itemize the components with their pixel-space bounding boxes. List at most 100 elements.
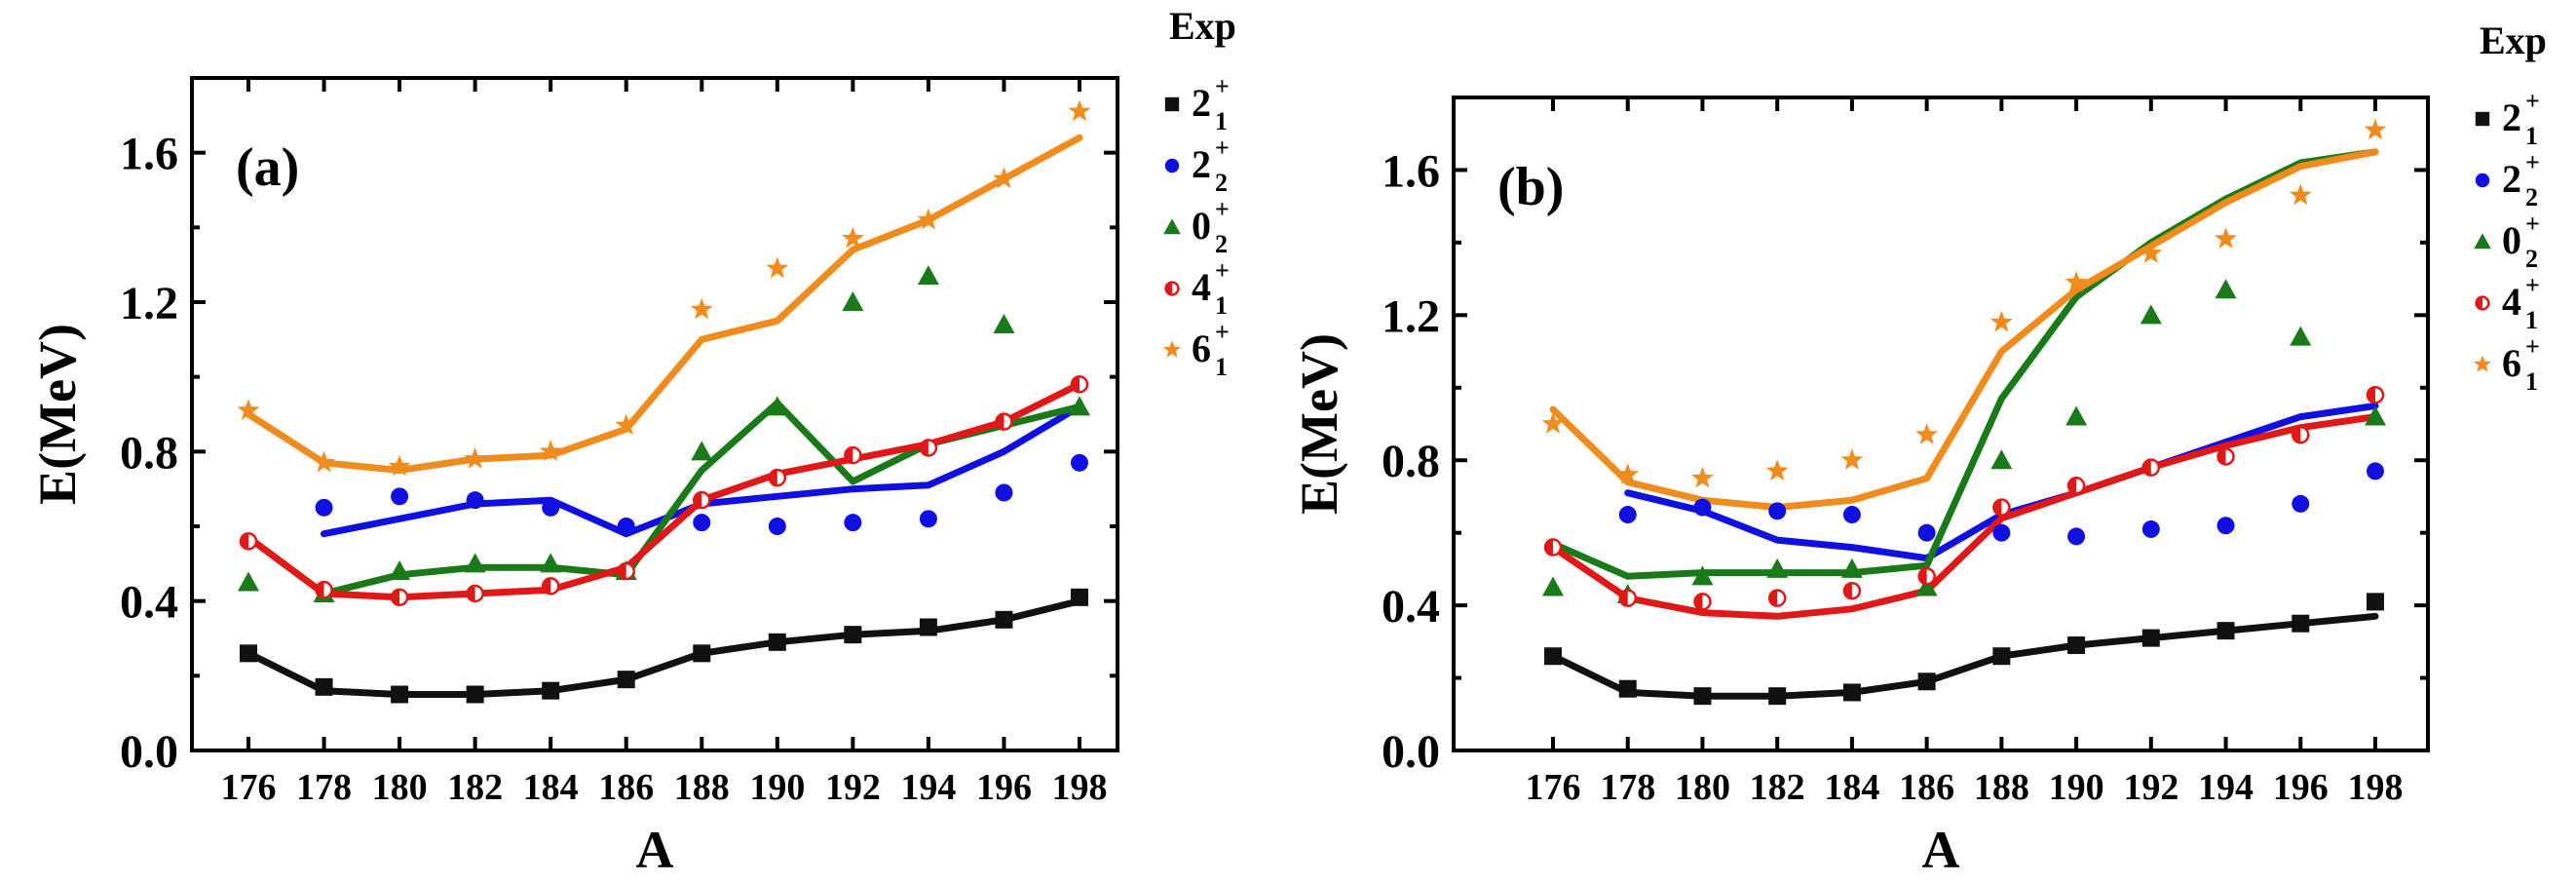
exp-point-61 [842,226,864,249]
plot-frame [190,76,1119,752]
exp-point-41 [768,468,787,487]
y-tick-label: 0.0 [1382,726,1440,778]
exp-point-02 [238,571,259,592]
exp-point-61 [1915,423,1938,444]
exp-point-41 [1543,538,1563,557]
exp-point-02 [2365,405,2386,426]
exp-point-41 [1070,375,1089,394]
legend-sub: 2 [1215,230,1228,258]
exp-point-22 [1842,506,1861,524]
legend-marker [2475,111,2490,127]
legend-sub: 2 [2525,245,2538,273]
exp-point-41 [844,445,862,465]
exp-point-41 [2366,385,2385,404]
legend-sub: 1 [1215,353,1228,381]
theory-line-61 [245,134,1083,474]
exp-point-61 [766,256,789,279]
x-tick-label: 194 [2198,767,2254,808]
exp-point-02 [1840,557,1863,578]
exp-point-21 [1768,687,1787,706]
exp-point-61 [388,454,411,477]
exp-point-22 [1917,523,1936,542]
exp-point-61 [1840,448,1864,470]
exp-point-61 [690,297,713,320]
legend-title: Exp [1169,4,1236,48]
exp-point-61 [313,450,335,473]
exp-point-21 [693,644,711,663]
exp-point-61 [993,167,1015,189]
legend-marker [1163,218,1181,235]
exp-point-02 [2065,405,2088,426]
x-tick-label: 188 [674,767,730,808]
exp-point-22 [919,510,937,528]
exp-point-21 [1917,673,1936,691]
y-tick-label: 0.4 [1382,581,1440,633]
theory-line-41 [245,380,1083,601]
y-axis-label: E(MeV) [1290,333,1348,515]
legend-sup: + [1215,134,1230,162]
exp-point-22 [2367,462,2384,480]
exp-point-22 [466,491,484,510]
exp-point-41 [693,490,711,510]
plot-frame [1452,96,2430,752]
x-tick-label: 196 [2273,767,2329,808]
legend-label-41: 4 [1192,265,1211,309]
legend-sup: + [2525,148,2540,176]
exp-point-22 [1071,453,1088,472]
y-axis-label: E(MeV) [28,324,87,505]
x-tick-label: 196 [976,767,1032,808]
theory-line-02 [245,400,1083,597]
legend-label-22: 2 [2502,157,2521,201]
x-tick-label: 190 [2049,767,2104,808]
legend-sup: + [2525,210,2540,238]
x-tick-label: 198 [2348,767,2404,808]
legend-sup: + [1215,72,1230,100]
exp-point-41 [1917,567,1936,586]
panel-label: (a) [236,137,299,198]
exp-point-22 [2216,517,2235,535]
x-tick-label: 184 [1824,767,1879,808]
exp-point-02 [993,314,1015,333]
exp-point-22 [2141,519,2160,538]
legend-label-61: 6 [2502,341,2521,385]
theory-line-02 [1549,148,2379,580]
exp-point-61 [917,208,940,230]
legend-label-22: 2 [1192,142,1211,186]
exp-point-02 [917,265,939,286]
legend-sub: 1 [1215,107,1228,135]
exp-point-61 [237,399,260,420]
exp-point-21 [2292,614,2310,633]
exp-point-41 [2216,447,2235,466]
exp-point-21 [2067,636,2086,655]
exp-point-22 [995,483,1013,502]
exp-point-61 [2215,227,2237,249]
legend-title: Exp [2480,19,2547,62]
exp-point-02 [1766,557,1789,578]
x-tick-label: 186 [598,767,654,808]
exp-point-61 [1068,99,1091,122]
legend-sub: 2 [2525,183,2538,211]
exp-point-21 [995,610,1013,629]
panel-label: (b) [1497,157,1564,217]
exp-point-22 [315,498,333,517]
exp-point-02 [842,291,864,311]
exp-point-41 [617,561,635,581]
legend-sub: 1 [2525,306,2538,334]
x-axis-label: A [1922,821,1960,879]
exp-point-02 [766,396,788,416]
exp-point-02 [691,441,713,461]
x-tick-label: 182 [447,767,503,808]
exp-point-02 [389,560,411,580]
exp-point-61 [1765,459,1789,481]
x-tick-label: 194 [900,767,956,808]
exp-point-21 [391,685,409,704]
exp-point-21 [466,685,484,704]
legend-sup: + [2525,87,2540,115]
exp-point-41 [1693,593,1712,611]
theory-line-21 [1549,612,2379,700]
legend-label-21: 2 [1192,81,1211,125]
x-tick-label: 180 [372,767,428,808]
x-tick-label: 190 [749,767,805,808]
legend-label-02: 0 [1192,204,1211,248]
